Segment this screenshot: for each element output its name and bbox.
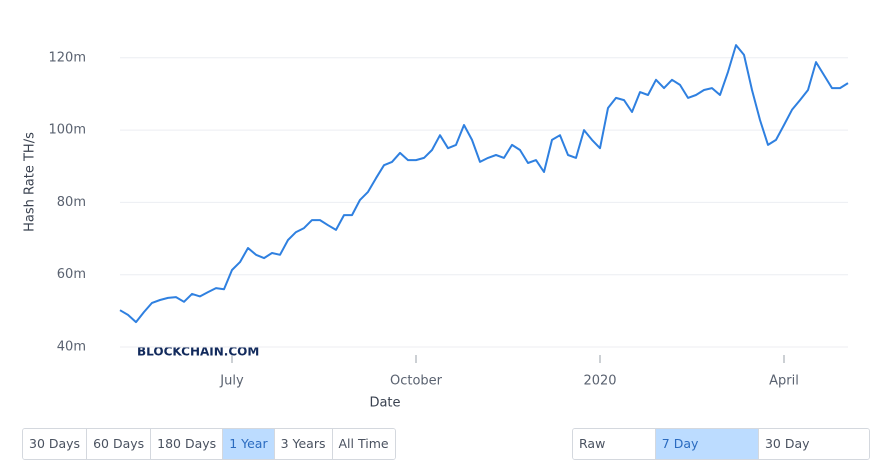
line-series [119, 44, 849, 324]
option-button[interactable]: 180 Days [151, 429, 224, 459]
watermark: BLOCKCHAIN.COM [137, 345, 259, 359]
x-tick-label: April [769, 374, 799, 389]
y-tick-label: 80m [57, 195, 86, 210]
x-axis-label: Date [369, 396, 400, 411]
x-tick-label: July [219, 374, 244, 389]
x-tick-label: October [390, 374, 443, 389]
x-tick-label: 2020 [583, 374, 616, 389]
option-button[interactable]: All Time [332, 429, 395, 459]
y-tick-label: 40m [57, 340, 86, 355]
range-selector: 30 Days 60 Days 180 Days 1 Year 3 Years All T… [22, 428, 396, 460]
option-button[interactable]: 3 Years [274, 429, 333, 459]
option-button[interactable]: Raw Values [573, 429, 656, 459]
option-button[interactable]: 7 Day Average [655, 429, 759, 459]
chart: Hash Rate TH/s Date BLOCKCHAIN.COM 40m 60… [23, 44, 849, 411]
average-selector: Raw Values7 Day Average30 Day Average [572, 428, 870, 460]
option-button[interactable]: 1 Year [223, 429, 275, 459]
y-tick-label: 120m [49, 50, 86, 65]
y-tick-label: 100m [49, 123, 86, 138]
option-button[interactable]: 30 Days [23, 429, 88, 459]
y-tick-label: 60m [57, 267, 86, 282]
option-button[interactable]: 30 Day Average [758, 429, 869, 459]
option-button[interactable]: 60 Days [87, 429, 152, 459]
y-axis-label: Hash Rate TH/s [23, 132, 38, 232]
